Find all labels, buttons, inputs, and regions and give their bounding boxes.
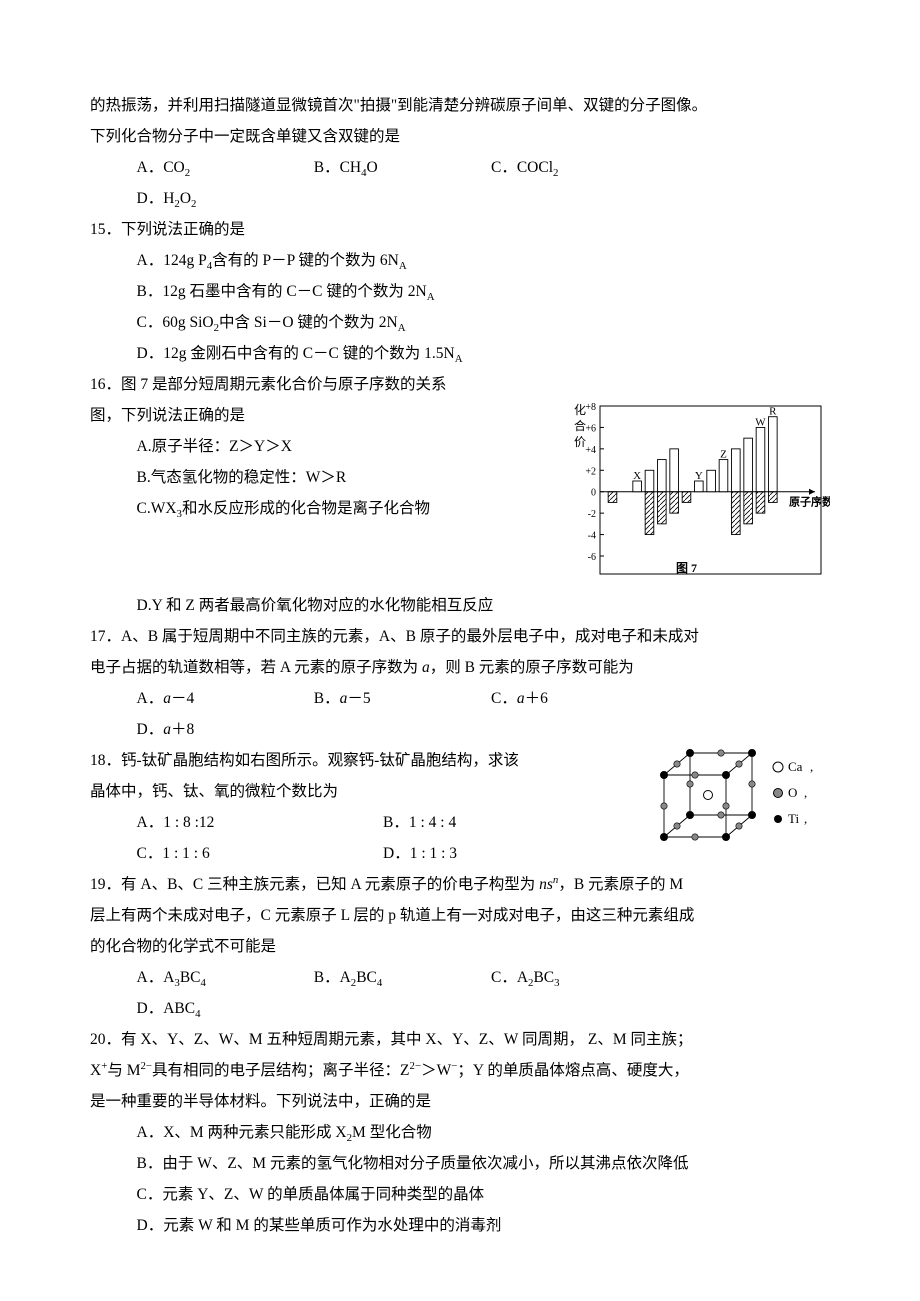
- svg-text:图 7: 图 7: [676, 561, 697, 575]
- figure-7: 化合价 +8 +6 +4 +2 0 -2 -4 -6 原子序数 X Y Z WR 图 7: [560, 400, 830, 590]
- q15-optB: B．12g 石墨中含有的 C－C 键的个数为 2NA: [90, 276, 830, 307]
- q18-optC: C．1 : 1 : 6: [137, 838, 380, 869]
- svg-text:+8: +8: [585, 402, 596, 413]
- svg-text:+6: +6: [585, 423, 596, 434]
- svg-text:Ti: Ti: [788, 811, 799, 826]
- q15-stem: 15．下列说法正确的是: [90, 214, 830, 245]
- svg-text:W: W: [755, 416, 766, 428]
- svg-text:化: 化: [574, 403, 586, 417]
- q16-optA: A.原子半径：Z＞Y＞X: [90, 431, 552, 462]
- q19-line1: 19．有 A、B、C 三种主族元素，已知 A 元素原子的价电子构型为 nsn，B…: [90, 869, 830, 900]
- figure-perovskite: Ca O Ti,,,: [650, 745, 830, 865]
- svg-text:价: 价: [574, 435, 586, 449]
- q14-cont-line2: 下列化合物分子中一定既含单键又含双键的是: [90, 121, 830, 152]
- svg-text:原子序数: 原子序数: [789, 495, 830, 509]
- q14-optC: C．COCl: [491, 152, 553, 183]
- q19-line2: 层上有两个未成对电子，C 元素原子 L 层的 p 轨道上有一对成对电子，由这三种…: [90, 900, 830, 931]
- q14-options: A．CO2 B．CH4O C．COCl2 D．H2O2: [90, 152, 830, 214]
- q19-line3: 的化合物的化学式不可能是: [90, 931, 830, 962]
- q14-cont-line1: 的热振荡，并利用扫描隧道显微镜首次"拍摄"到能清楚分辨碳原子间单、双键的分子图像…: [90, 90, 830, 121]
- q17-options: A．a－4 B．a－5 C．a＋6 D．a＋8: [90, 683, 830, 745]
- svg-text:-2: -2: [588, 509, 596, 520]
- q19-options: A．A3BC4 B．A2BC4 C．A2BC3 D．ABC4: [90, 962, 830, 1024]
- svg-text:X: X: [633, 470, 641, 482]
- svg-text:-4: -4: [588, 531, 596, 542]
- q20-optA: A．X、M 两种元素只能形成 X2M 型化合物: [90, 1117, 830, 1148]
- q20-optB: B．由于 W、Z、M 元素的氢气化物相对分子质量依次减小，所以其沸点依次降低: [90, 1148, 830, 1179]
- svg-text:0: 0: [591, 488, 596, 499]
- q17-line2: 电子占据的轨道数相等，若 A 元素的原子序数为 a，则 B 元素的原子序数可能为: [90, 652, 830, 683]
- q18-line2: 晶体中，钙、钛、氧的微粒个数比为: [90, 776, 642, 807]
- q14-optA: A．CO: [137, 152, 185, 183]
- q16-optB: B.气态氢化物的稳定性：W＞R: [90, 462, 552, 493]
- q18-line1: 18．钙-钛矿晶胞结构如右图所示。观察钙-钛矿晶胞结构，求该: [90, 745, 642, 776]
- q20-line2: X+与 M2−具有相同的电子层结构；离子半径：Z2−＞W−；Y 的单质晶体熔点高…: [90, 1055, 830, 1086]
- q15-optD: D．12g 金刚石中含有的 C－C 键的个数为 1.5NA: [90, 338, 830, 369]
- q20-optD: D．元素 W 和 M 的某些单质可作为水处理中的消毒剂: [90, 1210, 830, 1241]
- q20-line3: 是一种重要的半导体材料。下列说法中，正确的是: [90, 1086, 830, 1117]
- svg-text:,: ,: [804, 785, 807, 800]
- q16-stem1: 16．图 7 是部分短周期元素化合价与原子序数的关系: [90, 369, 830, 400]
- q20-line1: 20．有 X、Y、Z、W、M 五种短周期元素，其中 X、Y、Z、W 同周期， Z…: [90, 1024, 830, 1055]
- svg-text:+4: +4: [585, 445, 596, 456]
- q15-optC: C．60g SiO2中含 Si－O 键的个数为 2NA: [90, 307, 830, 338]
- svg-text:合: 合: [574, 418, 586, 433]
- fig18-crystal: Ca O Ti,,,: [650, 745, 830, 865]
- q16-stem2: 图，下列说法正确的是: [90, 400, 552, 431]
- q15-optA: A．124g P4 含有的 P－P 键的个数为 6NA: [90, 245, 830, 276]
- fig7-chart: 化合价 +8 +6 +4 +2 0 -2 -4 -6 原子序数 X Y Z WR 图 7: [560, 400, 830, 590]
- svg-text:-6: -6: [588, 552, 596, 563]
- svg-text:Z: Z: [720, 449, 727, 461]
- q18-optD: D．1 : 1 : 3: [383, 838, 626, 869]
- q18-optB: B．1 : 4 : 4: [383, 807, 626, 838]
- q18-optA: A．1 : 8 :12: [137, 807, 380, 838]
- q18-opts-row1: A．1 : 8 :12 B．1 : 4 : 4: [90, 807, 642, 838]
- q16-optC: C.WX3 和水反应形成的化合物是离子化合物: [90, 493, 552, 524]
- svg-text:,: ,: [810, 759, 813, 774]
- q17-line1: 17．A、B 属于短周期中不同主族的元素，A、B 原子的最外层电子中，成对电子和…: [90, 621, 830, 652]
- q20-optC: C．元素 Y、Z、W 的单质晶体属于同种类型的晶体: [90, 1179, 830, 1210]
- svg-text:O: O: [788, 785, 797, 800]
- svg-text:Ca: Ca: [788, 759, 803, 774]
- svg-text:Y: Y: [695, 470, 703, 482]
- svg-text:R: R: [769, 406, 777, 418]
- q18-opts-row2: C．1 : 1 : 6 D．1 : 1 : 3: [90, 838, 642, 869]
- q14-optB: B．CH: [314, 152, 361, 183]
- q14-optD: D．H: [137, 183, 175, 214]
- q16-optD: D.Y 和 Z 两者最高价氧化物对应的水化物能相互反应: [90, 590, 830, 621]
- svg-text:,: ,: [804, 811, 807, 826]
- svg-text:+2: +2: [585, 466, 596, 477]
